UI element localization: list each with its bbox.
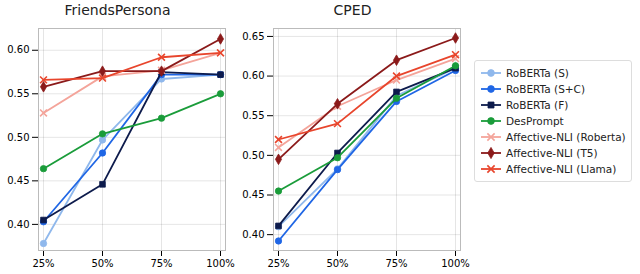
html-text:DesPrompt: DesPrompt [506,115,564,127]
html-text:RoBERTa (F): RoBERTa (F) [506,99,569,111]
svg-text:0.45: 0.45 [7,175,29,186]
html-text:Affective-NLI (Roberta): Affective-NLI (Roberta) [506,131,626,143]
svg-text:0.55: 0.55 [7,88,29,99]
svg-text:0.50: 0.50 [242,150,264,161]
svg-text:0.45: 0.45 [242,189,264,200]
html-text:RoBERTa (S): RoBERTa (S) [506,67,569,79]
svg-text:25%: 25% [32,258,54,269]
svg-text:50%: 50% [326,258,348,269]
svg-text:25%: 25% [267,258,289,269]
html-text:FriendsPersona: FriendsPersona [64,2,171,18]
html-text:RoBERTa (S+C): RoBERTa (S+C) [506,83,586,95]
svg-text:0.55: 0.55 [242,110,264,121]
svg-text:0.40: 0.40 [242,229,264,240]
html-text:Affective-NLI (T5): Affective-NLI (T5) [506,147,598,159]
svg-text:0.40: 0.40 [7,219,29,230]
svg-text:0.60: 0.60 [7,44,29,55]
svg-text:100%: 100% [441,258,470,269]
html-text:Affective-NLI (Llama): Affective-NLI (Llama) [506,163,617,175]
html-text:CPED: CPED [333,2,372,18]
svg-text:0.60: 0.60 [242,70,264,81]
svg-text:50%: 50% [91,258,113,269]
svg-text:100%: 100% [206,258,235,269]
svg-text:0.50: 0.50 [7,132,29,143]
svg-text:75%: 75% [150,258,172,269]
svg-text:75%: 75% [385,258,407,269]
svg-text:0.65: 0.65 [242,31,264,42]
